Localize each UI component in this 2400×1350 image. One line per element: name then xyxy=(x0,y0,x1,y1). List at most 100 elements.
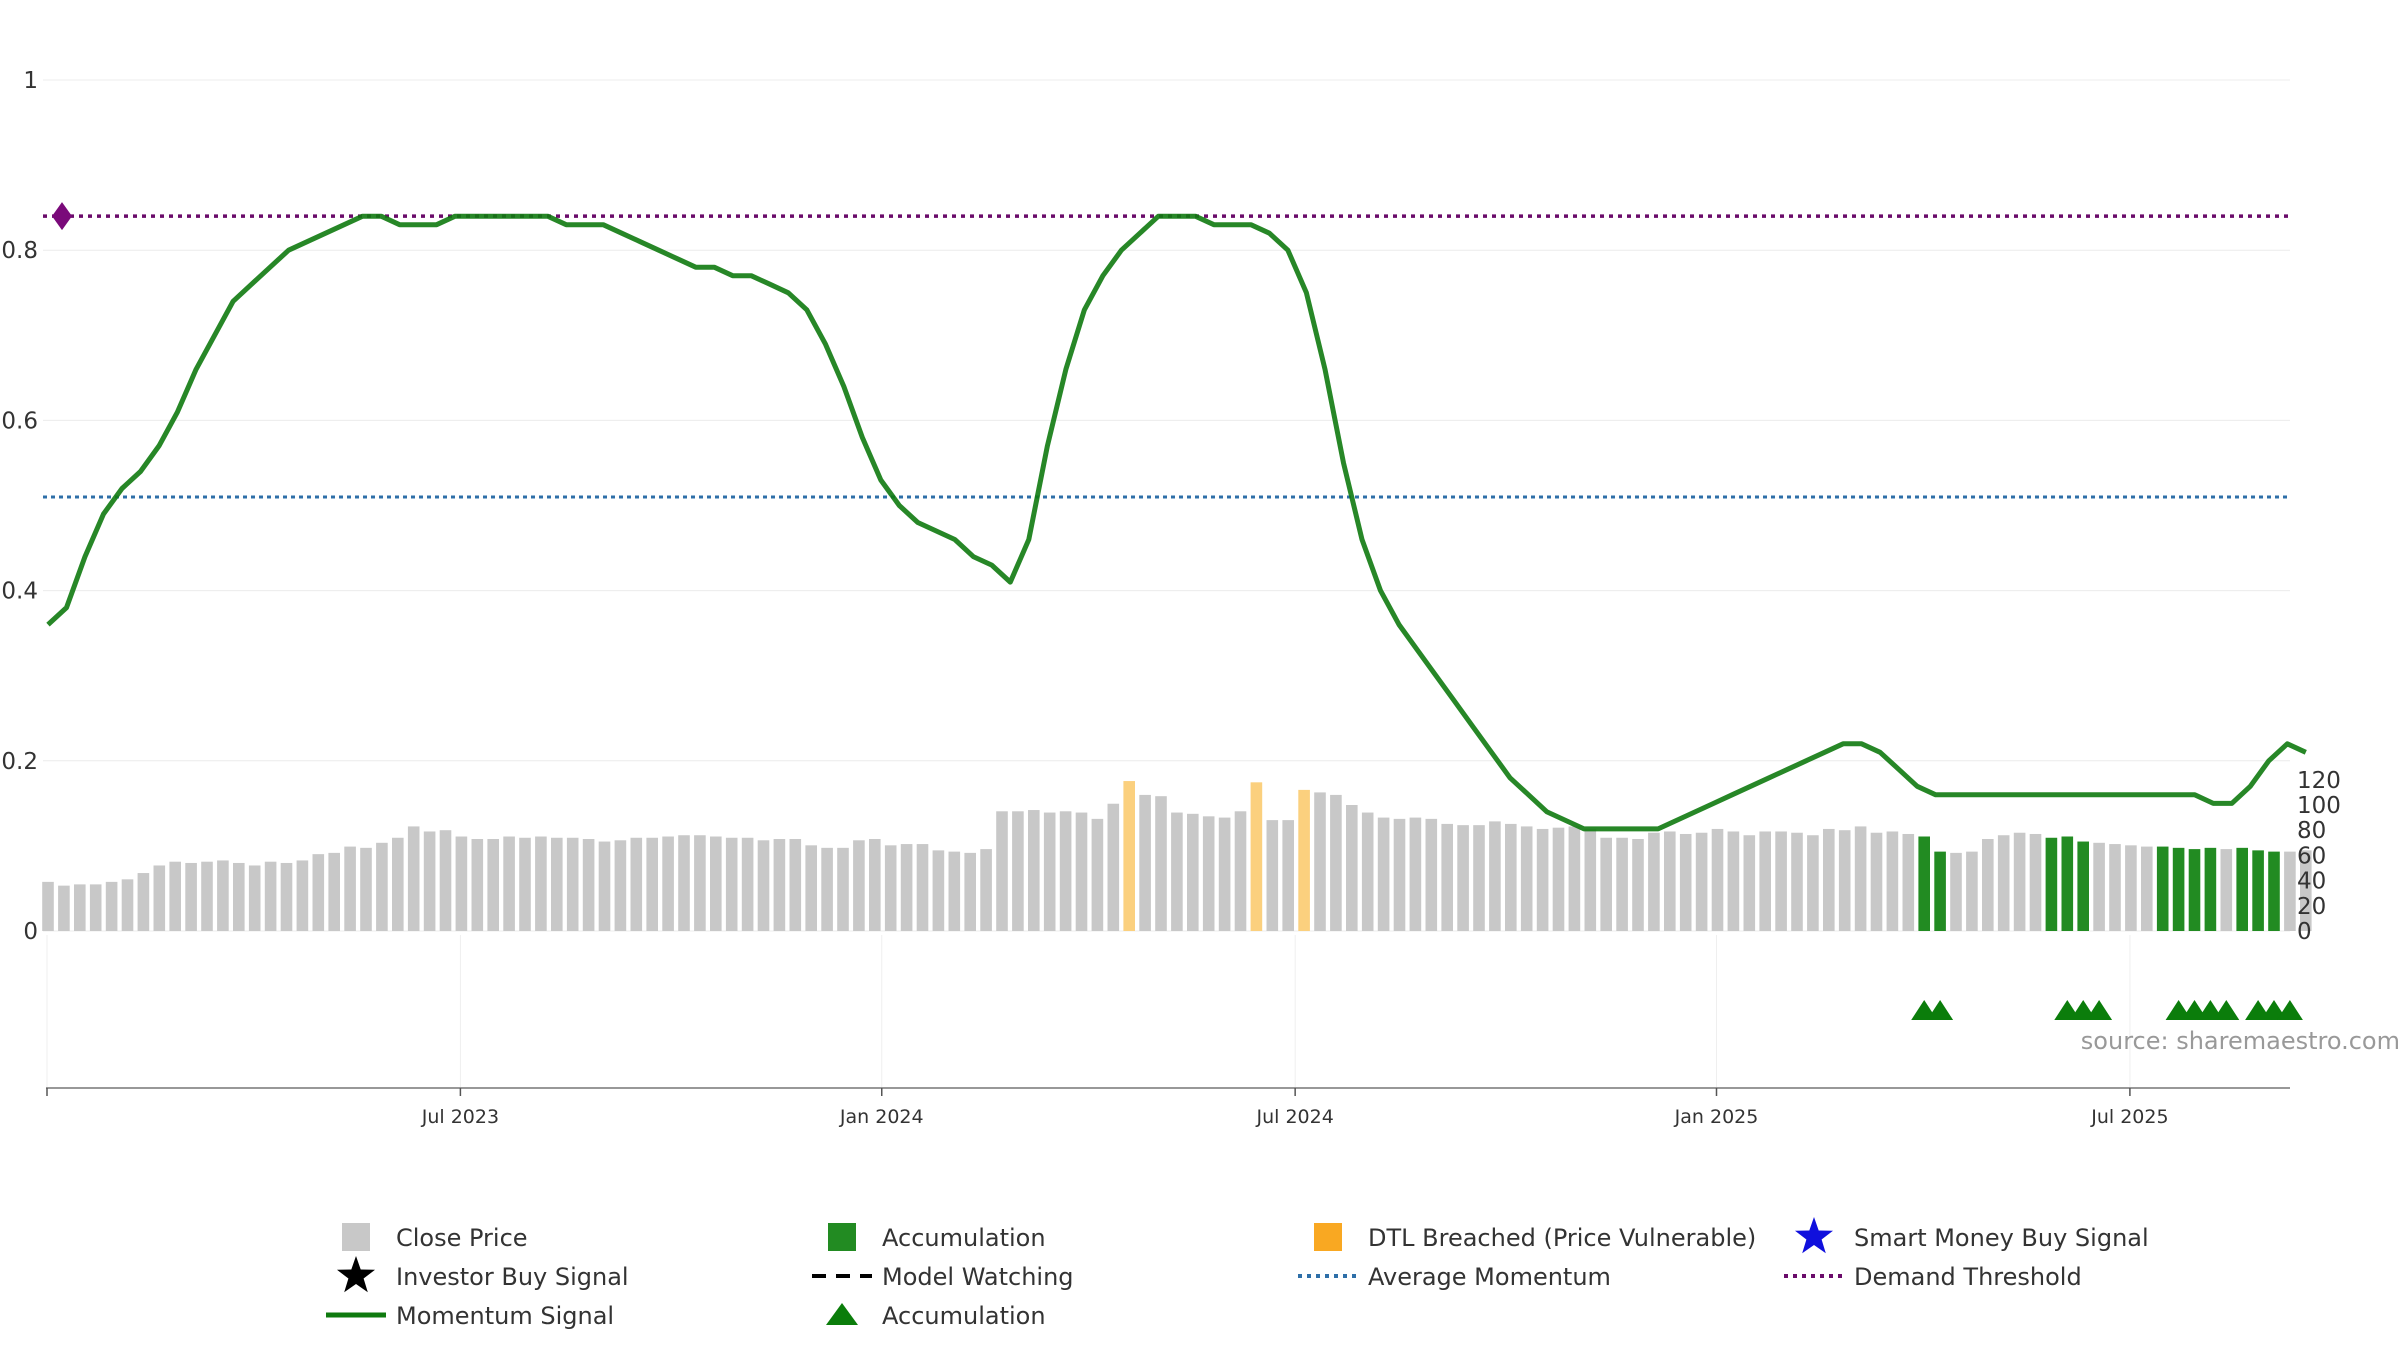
close-price-bar xyxy=(2300,850,2312,931)
close-price-bar xyxy=(280,862,293,931)
legend-item-momentum-signal: Momentum Signal xyxy=(326,1302,614,1330)
close-price-bar xyxy=(519,837,531,931)
close-price-bar xyxy=(566,837,579,931)
legend-item-demand-threshold: Demand Threshold xyxy=(1784,1263,2082,1291)
close-price-bar xyxy=(1520,826,1533,931)
accumulation-marker-icon xyxy=(2276,1000,2303,1020)
legend-swatch-icon xyxy=(1314,1223,1342,1251)
legend: Close Price Accumulation DTL Breached (Pri… xyxy=(326,1217,2149,1330)
left-tick-label: 0 xyxy=(23,919,38,945)
close-price-bar xyxy=(1870,832,1883,931)
legend-item-investor-buy: Investor Buy Signal xyxy=(337,1256,629,1293)
close-price-bar xyxy=(1743,835,1756,931)
right-tick-label: 60 xyxy=(2297,843,2326,869)
accumulation-bar xyxy=(2236,847,2248,931)
close-price-bar xyxy=(1425,818,1438,931)
close-price-bar xyxy=(201,861,213,931)
close-price-bar xyxy=(439,830,452,931)
close-price-bar xyxy=(264,861,277,931)
close-price-bar xyxy=(1648,832,1660,931)
legend-swatch-icon xyxy=(828,1223,856,1251)
legend-item-average-momentum: Average Momentum xyxy=(1298,1263,1611,1291)
close-price-bar xyxy=(1775,831,1787,931)
close-price-bar xyxy=(1266,820,1279,931)
close-price-bar xyxy=(1679,833,1692,931)
legend-label: Momentum Signal xyxy=(396,1302,614,1330)
close-price-bar xyxy=(2141,846,2153,931)
accumulation-marker-icon xyxy=(1927,1000,1954,1020)
close-price-bar xyxy=(423,831,436,931)
dtl-breached-bar xyxy=(1298,789,1310,931)
left-tick-label: 0.2 xyxy=(1,749,38,775)
close-price-bar xyxy=(217,860,229,931)
dtl-breached-bar xyxy=(1123,781,1135,931)
legend-label: Demand Threshold xyxy=(1854,1263,2082,1291)
close-price-bar xyxy=(328,852,340,931)
close-price-bar xyxy=(535,836,547,931)
close-price-bar xyxy=(1473,825,1485,931)
right-tick-label: 100 xyxy=(2297,793,2341,819)
close-price-bar xyxy=(1409,817,1422,931)
close-price-bar xyxy=(1791,832,1803,931)
star-icon xyxy=(337,1256,375,1293)
right-tick-label: 0 xyxy=(2297,919,2312,945)
close-price-bar xyxy=(1282,820,1294,931)
demand-threshold-marker xyxy=(52,202,72,231)
close-price-bar xyxy=(1377,817,1390,931)
close-price-bar xyxy=(2013,832,2026,931)
source-label: source: sharemaestro.com xyxy=(2081,1027,2400,1055)
close-price-bar xyxy=(1632,839,1644,931)
close-price-bar xyxy=(582,839,595,931)
close-price-bar xyxy=(869,839,881,931)
close-price-bar xyxy=(900,844,913,931)
close-price-bar xyxy=(2284,851,2296,931)
accumulation-bar xyxy=(2252,850,2264,931)
close-price-bar xyxy=(1155,796,1167,931)
close-price-bar xyxy=(551,837,563,931)
close-price-bar xyxy=(1171,812,1183,931)
close-price-bar xyxy=(1202,816,1215,931)
close-price-bar xyxy=(1854,826,1867,931)
close-price-bar xyxy=(837,847,849,931)
close-price-bar xyxy=(1139,794,1151,931)
close-price-bar xyxy=(789,839,802,931)
close-price-bar xyxy=(614,840,627,931)
close-price-bar xyxy=(773,839,786,931)
close-price-bar xyxy=(344,846,356,931)
close-price-bar xyxy=(964,852,976,931)
close-price-bar xyxy=(376,842,388,931)
close-price-bar xyxy=(948,851,961,931)
close-price-bar xyxy=(884,845,897,931)
accumulation-bar xyxy=(1918,836,1930,931)
close-price-bar xyxy=(455,836,468,931)
legend-item-accumulation-bar: Accumulation xyxy=(828,1223,1046,1252)
close-price-bar xyxy=(392,837,404,931)
close-price-bar xyxy=(1536,828,1549,931)
legend-label: Smart Money Buy Signal xyxy=(1854,1224,2149,1252)
close-price-bar xyxy=(2220,849,2233,931)
legend-label: Average Momentum xyxy=(1368,1263,1611,1291)
close-price-bar xyxy=(2093,842,2105,931)
close-price-bar xyxy=(1441,823,1453,931)
x-tick-label: Jan 2025 xyxy=(1674,1106,1759,1128)
momentum-signal-line xyxy=(46,213,2307,832)
price-bars xyxy=(42,781,2312,931)
close-price-bar xyxy=(1330,794,1342,931)
close-price-bar xyxy=(296,860,309,931)
close-price-bar xyxy=(1314,792,1326,931)
close-price-bar xyxy=(1966,851,1978,931)
accumulation-bar xyxy=(1934,851,1946,931)
close-price-bar xyxy=(916,844,929,931)
close-price-bar xyxy=(42,881,54,931)
close-price-bar xyxy=(1361,812,1374,931)
right-tick-label: 80 xyxy=(2297,818,2326,844)
close-price-bar xyxy=(725,837,738,931)
legend-swatch-icon xyxy=(342,1223,370,1251)
close-price-bar xyxy=(1823,828,1835,931)
x-tick-label: Jul 2023 xyxy=(421,1106,499,1128)
close-price-bar xyxy=(1616,837,1628,931)
close-price-bar xyxy=(137,873,150,931)
star-icon xyxy=(1795,1217,1833,1254)
left-tick-label: 0.4 xyxy=(1,579,38,605)
